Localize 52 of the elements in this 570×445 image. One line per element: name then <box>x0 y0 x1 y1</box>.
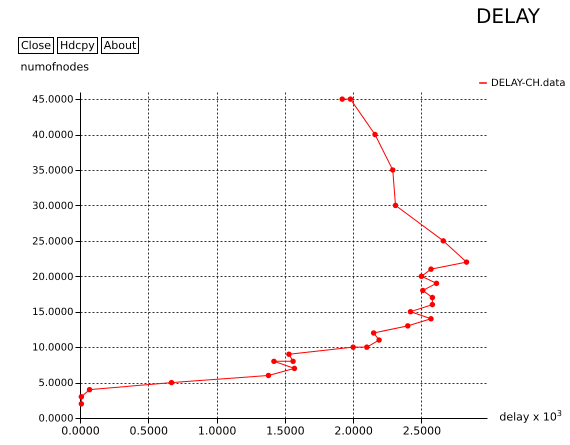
y-tick-label: 35.0000 <box>32 165 74 176</box>
point <box>290 358 296 364</box>
y-tick-label: 25.0000 <box>32 236 74 248</box>
y-tick-label: 0.0000 <box>38 414 74 424</box>
legend-label: DELAY-CH.data <box>491 78 566 89</box>
point <box>440 238 446 244</box>
point <box>405 323 411 329</box>
point <box>339 96 345 102</box>
point <box>292 366 298 372</box>
point <box>434 280 440 286</box>
point <box>266 372 272 378</box>
chart-title: DELAY <box>476 4 541 28</box>
y-tick-label: 10.0000 <box>32 342 74 354</box>
point <box>420 288 426 294</box>
point <box>78 394 84 400</box>
y-tick-label: 45.0000 <box>32 94 74 106</box>
point <box>430 294 436 300</box>
x-tick-label: 1.5000 <box>266 424 305 438</box>
point <box>86 386 92 392</box>
y-tick-label: 40.0000 <box>32 130 74 142</box>
point <box>428 316 434 322</box>
point <box>364 344 370 350</box>
y-tick-label: 20.0000 <box>32 272 74 283</box>
x-tick-label: 0.5000 <box>130 424 168 438</box>
y-tick-label: 5.0000 <box>38 378 74 390</box>
y-tick-label: 15.0000 <box>32 307 74 318</box>
point <box>271 358 277 364</box>
point <box>392 202 398 208</box>
x-axis-title: delay x 10$^{3}$ <box>499 409 562 424</box>
point <box>430 302 436 308</box>
x-tick-label: 0.0000 <box>61 424 100 438</box>
point <box>408 308 414 314</box>
x-tick-label: 2.5000 <box>402 424 442 438</box>
point <box>168 380 174 386</box>
x-tick-label: 1.0000 <box>198 424 236 438</box>
text: About <box>100 37 140 54</box>
point <box>418 274 424 279</box>
x-tick-label: 2.0000 <box>334 424 373 438</box>
point <box>370 330 376 336</box>
point <box>428 266 434 272</box>
y-tick-label: 30.0000 <box>32 200 74 212</box>
point <box>286 351 292 357</box>
text: Close <box>18 37 54 54</box>
point <box>376 337 382 343</box>
y-axis-title: numofnodes <box>20 60 90 74</box>
text: Hdcpy <box>56 37 98 54</box>
point <box>348 96 354 102</box>
point <box>464 259 470 265</box>
point <box>350 344 356 350</box>
point <box>78 401 84 407</box>
point <box>390 167 396 173</box>
point <box>372 132 378 138</box>
